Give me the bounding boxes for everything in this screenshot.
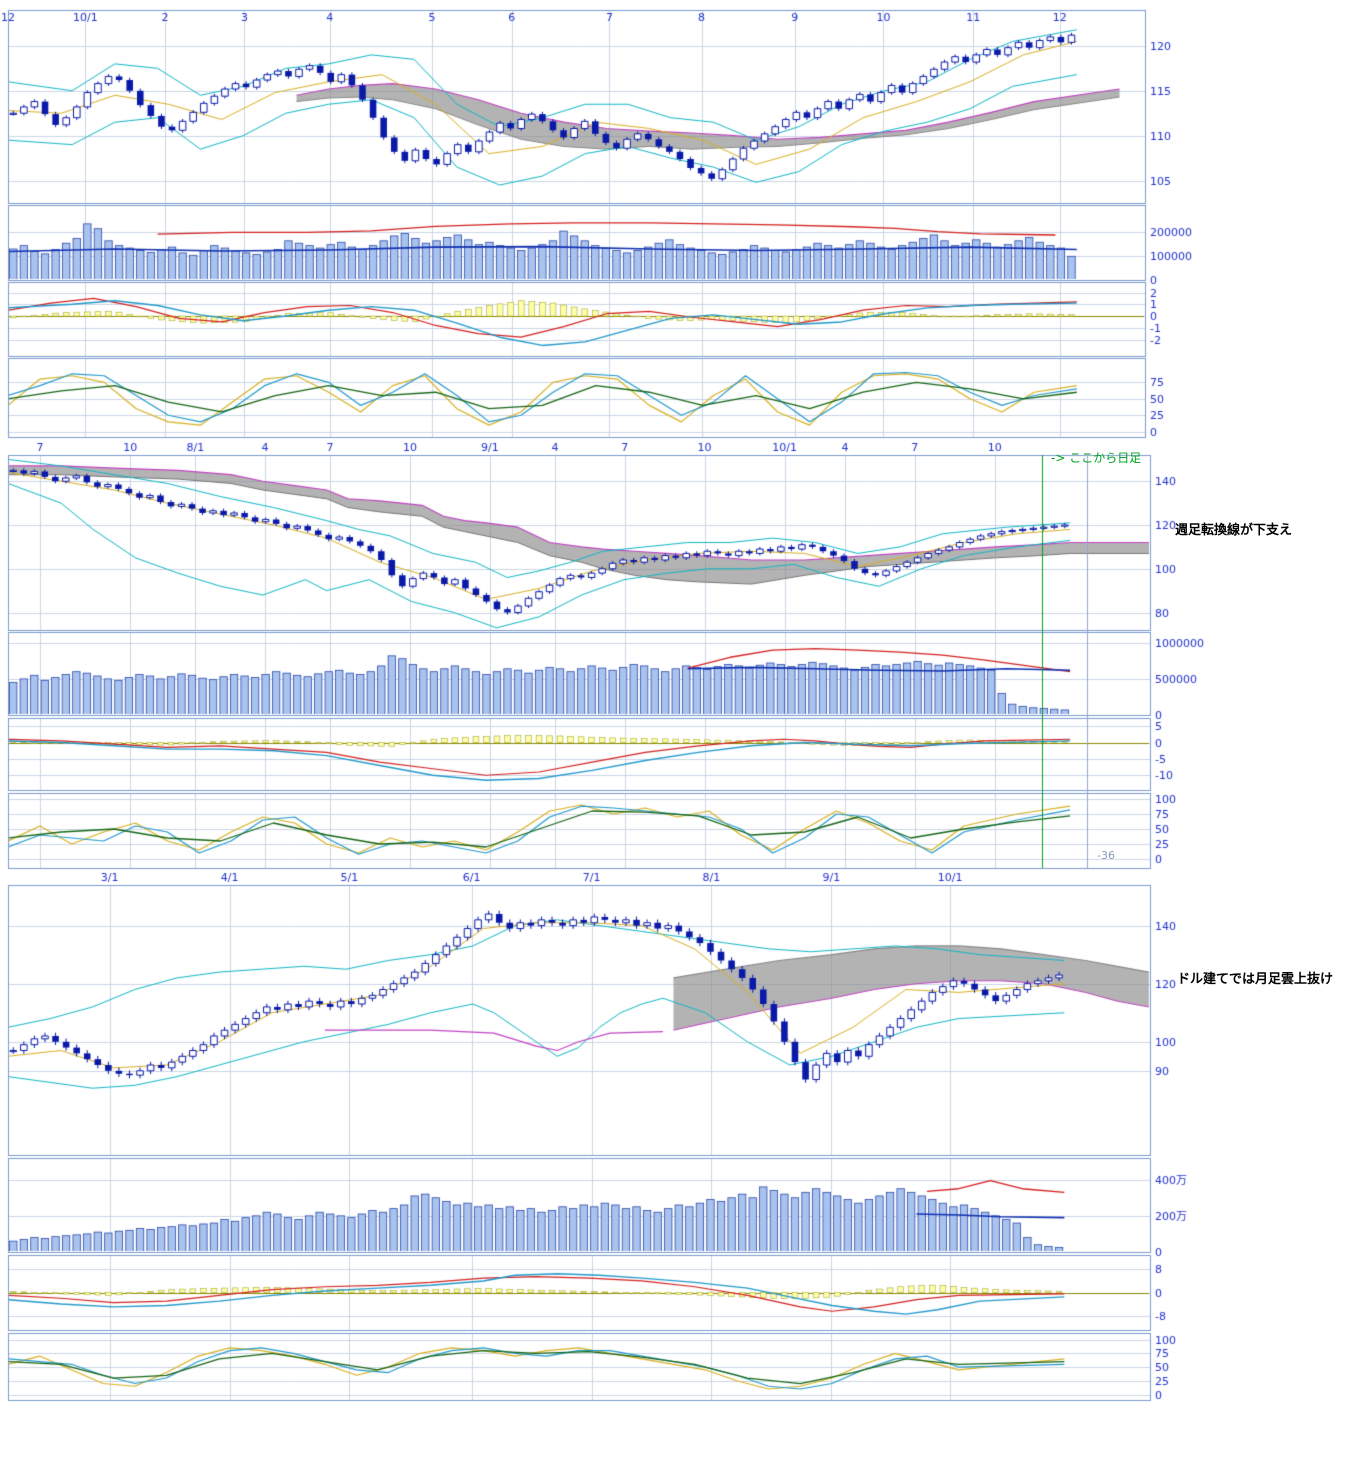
- annotation-weekly-support: 週足転換線が下支え: [1175, 523, 1293, 538]
- annotation-monthly-breakout: ドル建てでは月足雲上抜け: [1177, 972, 1334, 987]
- annotation-daily-start: -> ここから日足: [1051, 451, 1142, 465]
- stoch-extreme-value: -36: [1097, 849, 1115, 862]
